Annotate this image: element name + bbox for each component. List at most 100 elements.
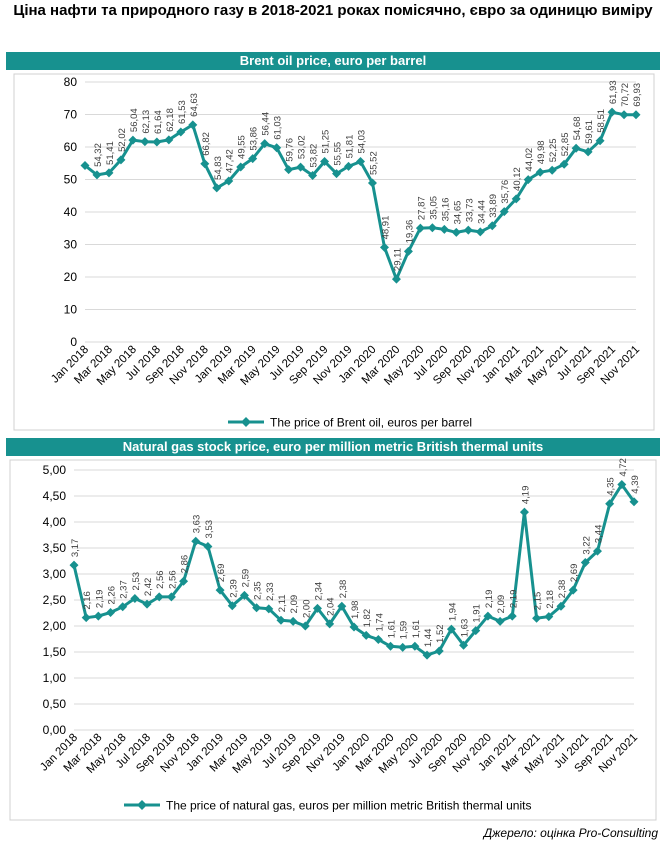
data-point-marker xyxy=(260,139,270,149)
data-label: 3,44 xyxy=(593,525,604,544)
data-label: 54,68 xyxy=(572,116,583,140)
data-label: 2,56 xyxy=(155,570,166,589)
data-label: 1,63 xyxy=(460,619,471,638)
y-tick-label: 5,00 xyxy=(43,463,67,477)
y-tick-label: 3,00 xyxy=(43,567,67,581)
data-label: 66,82 xyxy=(201,132,212,156)
data-point-marker xyxy=(312,603,322,613)
data-point-marker xyxy=(451,227,461,237)
data-label: 47,42 xyxy=(225,149,236,173)
data-point-marker xyxy=(176,127,186,137)
y-tick-label: 50 xyxy=(64,173,78,187)
data-point-marker xyxy=(532,613,542,623)
data-point-marker xyxy=(308,170,318,180)
data-point-marker xyxy=(511,194,521,204)
data-point-marker xyxy=(495,616,505,626)
data-point-marker xyxy=(427,223,437,233)
data-label: 51,41 xyxy=(105,141,116,165)
data-label: 58,51 xyxy=(596,109,607,133)
data-label: 52,25 xyxy=(548,138,559,162)
data-label: 2,35 xyxy=(253,581,264,600)
data-label: 54,32 xyxy=(93,143,104,167)
y-tick-label: 70 xyxy=(64,108,78,122)
data-label: 52,85 xyxy=(560,133,571,157)
data-label: 61,64 xyxy=(153,110,164,134)
data-label: 2,56 xyxy=(167,570,178,589)
data-label: 1,74 xyxy=(374,613,385,632)
data-label: 29,11 xyxy=(392,248,403,271)
data-point-marker xyxy=(459,640,469,650)
data-point-marker xyxy=(152,137,162,147)
data-point-marker xyxy=(499,207,509,217)
data-label: 35,05 xyxy=(428,196,439,220)
data-point-marker xyxy=(325,619,335,629)
data-point-marker xyxy=(535,167,545,177)
data-label: 2,09 xyxy=(496,595,507,613)
data-point-marker xyxy=(547,165,557,175)
data-label: 2,11 xyxy=(277,594,288,612)
data-label: 61,93 xyxy=(608,80,619,104)
data-point-marker xyxy=(130,593,140,603)
legend-label: The price of natural gas, euros per mill… xyxy=(166,799,531,813)
data-point-marker xyxy=(191,536,201,546)
data-point-marker xyxy=(605,499,615,509)
data-label: 1,61 xyxy=(387,620,398,639)
data-label: 2,34 xyxy=(313,582,324,601)
data-point-marker xyxy=(559,159,569,169)
data-point-marker xyxy=(288,616,298,626)
plot-area-border xyxy=(13,73,655,431)
data-point-marker xyxy=(154,592,164,602)
data-point-marker xyxy=(92,170,102,180)
data-label: 2,38 xyxy=(338,580,349,599)
data-label: 54,03 xyxy=(357,130,368,154)
data-point-marker xyxy=(595,136,605,146)
data-point-marker xyxy=(434,646,444,656)
data-label: 2,53 xyxy=(131,572,142,591)
data-point-marker xyxy=(386,641,396,651)
data-point-marker xyxy=(415,223,425,233)
gas-chart-title: Natural gas stock price, euro per millio… xyxy=(6,438,660,456)
data-label: 53,02 xyxy=(297,135,308,159)
data-label: 1,98 xyxy=(350,601,361,620)
data-point-marker xyxy=(475,227,485,237)
data-label: 2,33 xyxy=(265,582,276,601)
data-point-marker xyxy=(264,604,274,614)
data-label: 55,52 xyxy=(368,151,379,175)
data-label: 2,18 xyxy=(545,590,556,609)
data-label: 53,82 xyxy=(309,144,320,168)
data-point-marker xyxy=(379,242,389,252)
data-point-marker xyxy=(106,607,116,617)
data-label: 33,89 xyxy=(488,194,499,218)
data-label: 2,86 xyxy=(180,555,191,574)
y-tick-label: 4,50 xyxy=(43,489,67,503)
data-label: 59,61 xyxy=(584,120,595,144)
data-label: 3,53 xyxy=(204,520,215,539)
data-point-marker xyxy=(179,576,189,586)
y-tick-label: 0,50 xyxy=(43,697,67,711)
data-label: 55,55 xyxy=(333,142,344,166)
data-point-marker xyxy=(410,641,420,651)
data-point-marker xyxy=(631,110,641,120)
data-label: 61,03 xyxy=(273,116,284,140)
data-point-marker xyxy=(571,143,581,153)
data-point-marker xyxy=(356,157,365,167)
y-tick-label: 40 xyxy=(64,205,78,219)
data-label: 3,22 xyxy=(581,536,592,555)
data-label: 1,91 xyxy=(472,604,483,623)
data-label: 62,13 xyxy=(141,110,152,134)
data-label: 2,59 xyxy=(240,569,251,588)
y-tick-label: 10 xyxy=(64,303,78,317)
data-label: 34,44 xyxy=(476,200,487,224)
data-label: 2,37 xyxy=(119,580,130,599)
data-label: 49,98 xyxy=(536,140,547,164)
data-point-marker xyxy=(556,601,566,611)
data-label: 1,82 xyxy=(362,609,373,628)
data-label: 2,09 xyxy=(289,595,300,614)
data-point-marker xyxy=(403,246,413,256)
data-point-marker xyxy=(276,615,286,625)
data-point-marker xyxy=(592,546,602,556)
data-label: 2,19 xyxy=(508,590,519,609)
data-label: 56,04 xyxy=(129,108,140,132)
data-point-marker xyxy=(483,611,493,621)
data-point-marker xyxy=(104,168,114,178)
